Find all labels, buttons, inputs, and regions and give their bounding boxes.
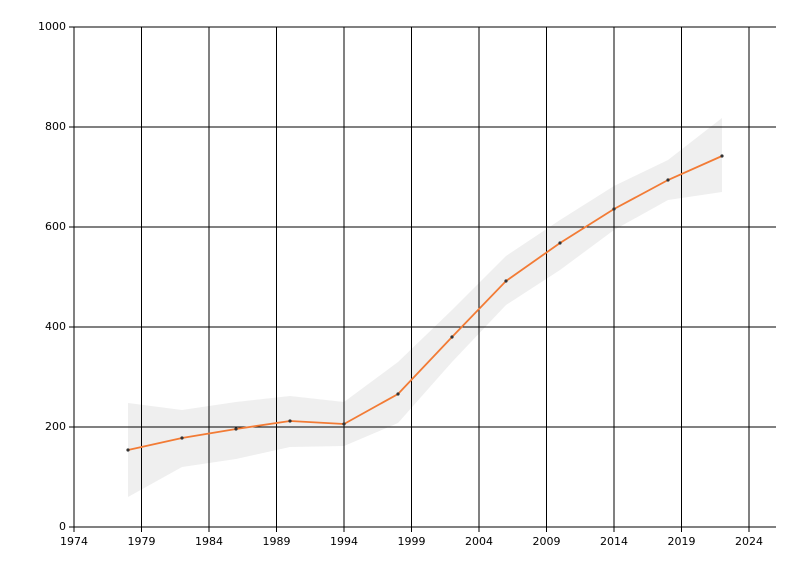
x-tick-label: 1999 xyxy=(398,535,426,548)
x-tick-label: 1979 xyxy=(128,535,156,548)
x-tick-label: 1989 xyxy=(263,535,291,548)
point xyxy=(126,448,130,452)
x-tick-label: 1984 xyxy=(195,535,223,548)
y-tick-label: 800 xyxy=(45,120,66,133)
point xyxy=(288,419,292,423)
y-tick-label: 600 xyxy=(45,220,66,233)
point xyxy=(180,436,184,440)
x-tick-label: 2004 xyxy=(465,535,493,548)
x-tick-label: 2024 xyxy=(735,535,763,548)
point xyxy=(450,335,454,339)
y-tick-label: 0 xyxy=(59,520,66,533)
x-tick-label: 2009 xyxy=(533,535,561,548)
confidence-band xyxy=(128,118,722,497)
y-tick-label: 1000 xyxy=(38,20,66,33)
y-tick-label: 200 xyxy=(45,420,66,433)
line xyxy=(127,155,723,451)
x-tick-label: 1974 xyxy=(60,535,88,548)
point xyxy=(558,241,562,245)
point xyxy=(342,422,346,426)
x-tick-label: 2014 xyxy=(600,535,628,548)
x-tick-label: 2019 xyxy=(668,535,696,548)
point xyxy=(612,207,616,211)
y-tick-label: 400 xyxy=(45,320,66,333)
point xyxy=(666,178,670,182)
point xyxy=(396,392,400,396)
point xyxy=(234,427,238,431)
x-tick-label: 1994 xyxy=(330,535,358,548)
point xyxy=(504,279,508,283)
point xyxy=(720,154,724,158)
